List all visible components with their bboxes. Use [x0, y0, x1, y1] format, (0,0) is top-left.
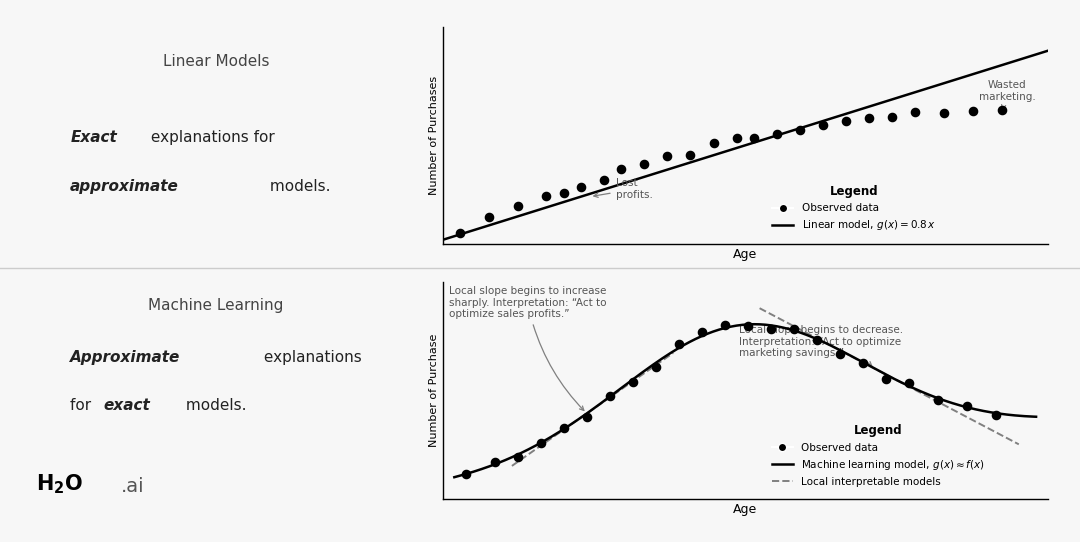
Point — [901, 378, 918, 387]
Point — [486, 457, 503, 466]
Point — [457, 470, 474, 479]
Y-axis label: Number of Purchases: Number of Purchases — [429, 76, 438, 195]
Point — [964, 107, 982, 115]
Point — [906, 108, 923, 117]
Point — [785, 325, 802, 333]
Text: Wasted
marketing.: Wasted marketing. — [978, 80, 1036, 109]
Point — [681, 150, 699, 159]
Point — [532, 438, 550, 447]
Text: explanations: explanations — [259, 350, 362, 365]
Point — [612, 165, 630, 173]
Point — [809, 335, 826, 344]
Text: Approximate: Approximate — [70, 350, 180, 365]
Text: Linear Models: Linear Models — [163, 54, 269, 69]
Text: models.: models. — [181, 398, 247, 414]
Text: Lost
profits.: Lost profits. — [594, 178, 652, 200]
Point — [451, 229, 469, 237]
Point — [861, 114, 878, 122]
Point — [745, 134, 762, 143]
Point — [878, 375, 895, 383]
Point — [555, 189, 572, 197]
Text: exact: exact — [104, 398, 150, 414]
Point — [716, 321, 733, 330]
Point — [578, 413, 595, 422]
Point — [572, 183, 590, 191]
Point — [987, 410, 1004, 419]
Point — [883, 112, 901, 121]
Point — [602, 391, 619, 400]
Point — [728, 134, 745, 143]
Point — [705, 138, 723, 147]
Point — [636, 159, 653, 168]
Legend: Observed data, Machine learning model, $g(x) \approx f(x)$, Local interpretable : Observed data, Machine learning model, $… — [768, 420, 989, 491]
Point — [762, 325, 780, 333]
Text: Local slope begins to decrease.
Interpretation: “Act to optimize
marketing savin: Local slope begins to decrease. Interpre… — [739, 325, 903, 366]
Point — [740, 322, 757, 331]
Point — [538, 192, 555, 201]
Point — [693, 327, 711, 336]
Point — [509, 453, 526, 462]
Point — [930, 396, 947, 405]
Point — [958, 402, 975, 410]
X-axis label: Age: Age — [733, 503, 757, 516]
Point — [792, 126, 809, 134]
Point — [935, 109, 953, 118]
Point — [854, 358, 872, 367]
Text: approximate: approximate — [70, 179, 179, 194]
Point — [671, 340, 688, 349]
Text: models.: models. — [265, 179, 330, 194]
X-axis label: Age: Age — [733, 248, 757, 261]
Point — [832, 349, 849, 358]
Text: explanations for: explanations for — [146, 130, 274, 145]
Point — [814, 121, 832, 130]
Point — [659, 152, 676, 160]
Point — [509, 202, 526, 211]
Point — [555, 424, 572, 433]
Text: for: for — [70, 398, 96, 414]
Text: Machine Learning: Machine Learning — [148, 298, 284, 313]
Point — [768, 130, 785, 138]
Text: $\mathbf{H_2O}$: $\mathbf{H_2O}$ — [36, 472, 83, 496]
Point — [595, 175, 612, 184]
Point — [837, 116, 854, 125]
Point — [624, 378, 642, 386]
Point — [481, 212, 498, 221]
Y-axis label: Number of Purchase: Number of Purchase — [429, 333, 438, 447]
Text: Exact: Exact — [70, 130, 117, 145]
Text: .ai: .ai — [121, 477, 145, 496]
Point — [993, 106, 1010, 114]
Point — [647, 362, 664, 371]
Text: Local slope begins to increase
sharply. Interpretation: “Act to
optimize sales p: Local slope begins to increase sharply. … — [449, 286, 606, 410]
Legend: Observed data, Linear model, $g(x) = 0.8\,x$: Observed data, Linear model, $g(x) = 0.8… — [768, 181, 940, 236]
